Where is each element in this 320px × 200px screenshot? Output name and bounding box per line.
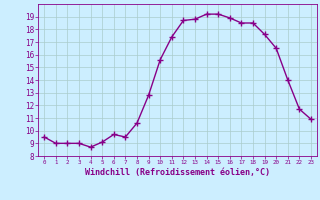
X-axis label: Windchill (Refroidissement éolien,°C): Windchill (Refroidissement éolien,°C): [85, 168, 270, 177]
